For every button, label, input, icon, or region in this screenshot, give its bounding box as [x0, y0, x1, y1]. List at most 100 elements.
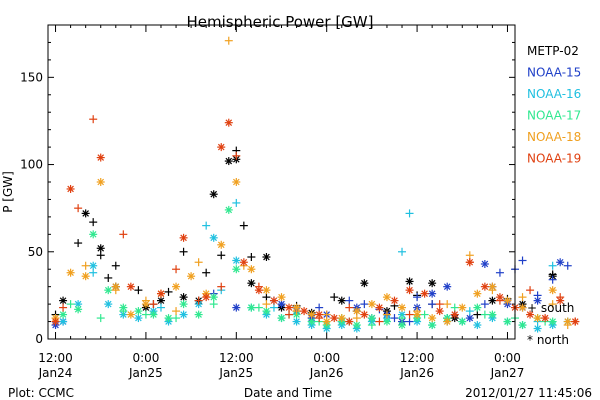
- chart-title: Hemispheric Power [GW]: [187, 13, 374, 31]
- north-marker: [398, 321, 407, 330]
- north-marker: [119, 303, 128, 312]
- north-marker: [262, 253, 271, 262]
- north-marker: [488, 296, 497, 305]
- north-marker: [541, 314, 550, 323]
- south-marker: [96, 314, 105, 323]
- south-marker: [405, 209, 414, 218]
- north-marker: [337, 314, 346, 323]
- north-marker: [141, 300, 150, 309]
- north-marker: [367, 300, 376, 309]
- north-marker: [428, 314, 437, 323]
- north-marker: [89, 261, 98, 270]
- north-marker: [292, 303, 301, 312]
- south-marker: [563, 261, 572, 270]
- north-marker: [277, 314, 286, 323]
- north-marker: [224, 205, 233, 214]
- legend-entry: METP-02: [527, 44, 579, 58]
- north-marker: [89, 230, 98, 239]
- north-marker: [66, 268, 75, 277]
- south-marker: [224, 36, 233, 45]
- north-marker: [134, 307, 143, 316]
- north-marker: [156, 296, 165, 305]
- north-marker: [224, 118, 233, 127]
- north-marker: [209, 190, 218, 199]
- south-marker: [390, 314, 399, 323]
- south-marker: [420, 310, 429, 319]
- south-marker: [164, 287, 173, 296]
- north-marker: [420, 289, 429, 298]
- south-marker: [232, 198, 241, 207]
- north-marker: [96, 153, 105, 162]
- y-axis-label: P [GW]: [1, 171, 15, 213]
- north-marker: [96, 178, 105, 186]
- south-marker: [428, 300, 437, 309]
- north-marker: [563, 317, 572, 326]
- north-marker: [247, 265, 256, 274]
- south-marker: [239, 221, 248, 230]
- south-marker: [345, 303, 354, 312]
- north-marker: [435, 307, 444, 316]
- south-marker: [382, 310, 391, 319]
- symbol-legend-south: + south: [527, 301, 574, 315]
- south-marker: [548, 275, 557, 284]
- north-marker: [390, 296, 399, 305]
- north-marker: [473, 289, 482, 298]
- north-marker: [360, 310, 369, 319]
- south-marker: [526, 286, 535, 295]
- south-marker: [262, 293, 271, 302]
- north-marker: [458, 303, 467, 312]
- north-marker: [262, 307, 271, 316]
- south-marker: [111, 261, 120, 270]
- north-marker: [345, 317, 354, 326]
- south-marker: [96, 251, 105, 260]
- north-marker: [292, 317, 301, 326]
- south-marker: [172, 307, 181, 316]
- south-marker: [104, 273, 113, 282]
- south-marker: [172, 314, 181, 323]
- north-marker: [443, 282, 452, 291]
- north-marker: [111, 282, 120, 291]
- x-tick-label-date: Jan25: [218, 366, 253, 380]
- north-marker: [413, 310, 422, 319]
- south-marker: [217, 251, 226, 260]
- north-marker: [367, 314, 376, 323]
- south-marker: [465, 251, 474, 260]
- south-marker: [518, 256, 527, 265]
- north-marker: [247, 303, 256, 312]
- south-marker: [202, 268, 211, 277]
- south-marker: [209, 300, 218, 309]
- south-marker: [322, 310, 331, 319]
- north-marker: [382, 293, 391, 302]
- north-marker: [450, 310, 459, 319]
- south-marker: [119, 230, 128, 239]
- plot-frame: [47, 24, 516, 340]
- north-marker: [104, 286, 113, 295]
- north-marker: [149, 310, 158, 319]
- north-marker: [488, 310, 497, 319]
- south-marker: [232, 151, 241, 160]
- north-marker: [322, 317, 331, 326]
- north-marker: [74, 305, 83, 314]
- north-marker: [277, 293, 286, 302]
- north-marker: [443, 317, 452, 326]
- south-marker: [495, 268, 504, 277]
- north-marker: [375, 303, 384, 312]
- north-marker: [232, 178, 241, 186]
- south-marker: [443, 300, 452, 309]
- north-marker: [405, 277, 414, 286]
- x-tick-label-time: 12:00: [219, 351, 254, 365]
- x-axis-label: Date and Time: [244, 386, 332, 400]
- north-marker: [74, 300, 83, 309]
- south-marker: [89, 218, 98, 227]
- north-marker: [480, 282, 489, 291]
- north-marker: [217, 240, 226, 249]
- north-marker: [352, 321, 361, 330]
- south-marker: [262, 300, 271, 309]
- y-tick-label: 150: [20, 70, 43, 84]
- y-axis: 0 50 100 150: [20, 41, 515, 346]
- north-marker: [571, 317, 580, 326]
- north-marker: [59, 296, 68, 305]
- x-tick-label-time: 0:00: [494, 351, 521, 365]
- north-marker: [533, 324, 542, 333]
